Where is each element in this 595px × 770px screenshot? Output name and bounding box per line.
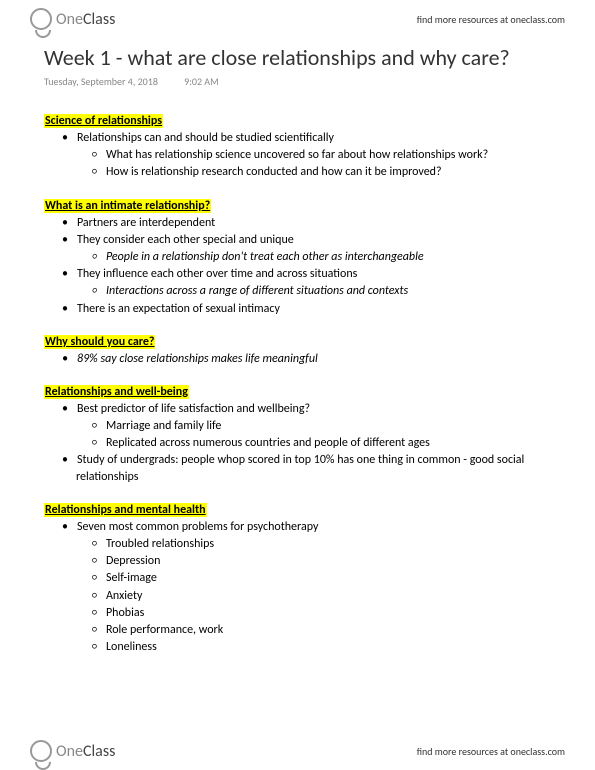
logo-part2: Class bbox=[83, 10, 115, 29]
list-item: Self-image bbox=[44, 570, 565, 586]
logo-icon bbox=[30, 8, 52, 30]
section-head: Why should you care? bbox=[44, 335, 155, 349]
page-header: OneClass find more resources at oneclass… bbox=[0, 0, 595, 34]
list-item: They influence each other over time and … bbox=[44, 266, 565, 282]
list-item: Role performance, work bbox=[44, 622, 565, 638]
logo-part1: One bbox=[56, 10, 83, 29]
section-head: What is an intimate relationship? bbox=[44, 199, 211, 213]
list-item: People in a relationship don't treat eac… bbox=[44, 249, 565, 265]
list-item: Replicated across numerous countries and… bbox=[44, 435, 565, 451]
document-content: Week 1 - what are close relationships an… bbox=[0, 34, 595, 655]
bullet-list: 89% say close relationships makes life m… bbox=[44, 351, 565, 367]
logo-text: OneClass bbox=[56, 742, 115, 761]
list-item: What has relationship science uncovered … bbox=[44, 147, 565, 163]
section-mental-health: Relationships and mental health Seven mo… bbox=[44, 499, 565, 656]
list-item: There is an expectation of sexual intima… bbox=[44, 301, 565, 317]
section-why-care: Why should you care? 89% say close relat… bbox=[44, 331, 565, 367]
list-item: Loneliness bbox=[44, 639, 565, 655]
section-wellbeing: Relationships and well-being Best predic… bbox=[44, 381, 565, 485]
list-item: Seven most common problems for psychothe… bbox=[44, 519, 565, 535]
bullet-list: Seven most common problems for psychothe… bbox=[44, 519, 565, 656]
list-item: Relationships can and should be studied … bbox=[44, 130, 565, 146]
meta-date: Tuesday, September 4, 2018 bbox=[44, 75, 158, 88]
logo-icon bbox=[30, 740, 52, 762]
brand-logo: OneClass bbox=[30, 740, 115, 762]
list-item: Troubled relationships bbox=[44, 536, 565, 552]
footer-resource-link[interactable]: find more resources at oneclass.com bbox=[417, 745, 565, 758]
list-item: How is relationship research conducted a… bbox=[44, 164, 565, 180]
section-science: Science of relationships Relationships c… bbox=[44, 110, 565, 181]
list-item: Study of undergrads: people whop scored … bbox=[44, 452, 565, 484]
list-item: Depression bbox=[44, 553, 565, 569]
list-item: They consider each other special and uni… bbox=[44, 232, 565, 248]
page-footer: OneClass find more resources at oneclass… bbox=[0, 736, 595, 770]
bullet-list: Partners are interdependent They conside… bbox=[44, 215, 565, 317]
meta-time: 9:02 AM bbox=[184, 75, 218, 88]
logo-part2: Class bbox=[83, 742, 115, 761]
list-item: 89% say close relationships makes life m… bbox=[44, 351, 565, 367]
list-item: Anxiety bbox=[44, 588, 565, 604]
bullet-list: Relationships can and should be studied … bbox=[44, 130, 565, 181]
list-item: Partners are interdependent bbox=[44, 215, 565, 231]
list-item: Best predictor of life satisfaction and … bbox=[44, 401, 565, 417]
bullet-list: Best predictor of life satisfaction and … bbox=[44, 401, 565, 485]
header-resource-link[interactable]: find more resources at oneclass.com bbox=[417, 13, 565, 26]
page-meta: Tuesday, September 4, 2018 9:02 AM bbox=[44, 75, 565, 88]
logo-part1: One bbox=[56, 742, 83, 761]
list-item: Phobias bbox=[44, 605, 565, 621]
section-head: Relationships and mental health bbox=[44, 503, 207, 517]
section-intimate: What is an intimate relationship? Partne… bbox=[44, 195, 565, 317]
brand-logo: OneClass bbox=[30, 8, 115, 30]
logo-text: OneClass bbox=[56, 10, 115, 29]
page-title: Week 1 - what are close relationships an… bbox=[44, 44, 565, 71]
section-head: Relationships and well-being bbox=[44, 385, 189, 399]
list-item: Interactions across a range of different… bbox=[44, 283, 565, 299]
list-item: Marriage and family life bbox=[44, 418, 565, 434]
section-head: Science of relationships bbox=[44, 114, 163, 128]
